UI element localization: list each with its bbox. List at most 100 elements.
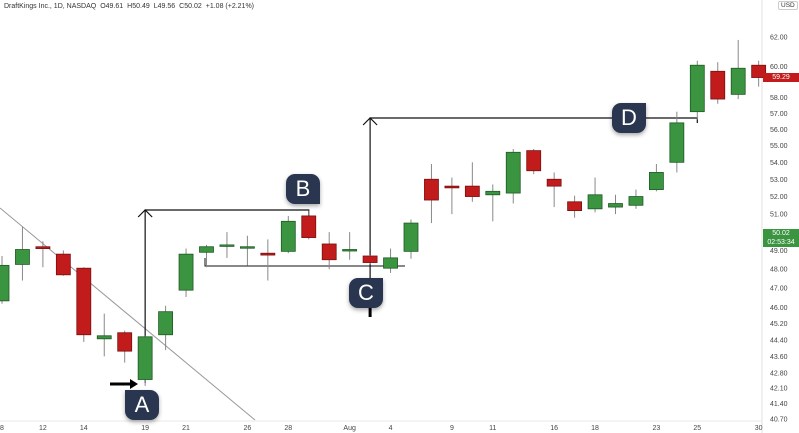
candle: [608, 194, 623, 215]
candle-body: [158, 311, 174, 336]
countdown: 02:53:34: [767, 239, 795, 246]
x-tick-label: 14: [80, 425, 88, 432]
arrowhead-icon: [362, 117, 378, 126]
candle-body: [567, 201, 582, 211]
candle-body: [424, 178, 439, 201]
candle: [301, 210, 317, 240]
annotations: [0, 117, 698, 421]
candle: [730, 39, 746, 100]
candle-body: [342, 249, 358, 252]
candle: [628, 189, 644, 209]
candle-body: [117, 332, 133, 352]
current-price: 50.02: [772, 230, 790, 237]
x-tick-label: 18: [591, 425, 599, 432]
y-tick-label: 57.00: [770, 111, 788, 118]
y-tick-label: 53.00: [770, 177, 788, 184]
chart-legend: DraftKings Inc., 1D, NASDAQ O49.61 H50.49 L…: [4, 3, 258, 10]
y-tick-label: 42.80: [770, 371, 788, 378]
high-value: H50.49: [127, 3, 150, 10]
candle: [219, 232, 235, 258]
support-line: [204, 258, 405, 267]
candle-body: [608, 203, 623, 208]
candle-body: [55, 253, 71, 276]
candle: [669, 111, 685, 173]
candle-body: [199, 246, 214, 253]
candle: [383, 248, 398, 273]
arrowhead-icon: [137, 209, 153, 218]
candle: [342, 232, 358, 260]
y-tick-label: 56.00: [770, 127, 788, 134]
x-tick-label: 8: [0, 425, 4, 432]
candle: [15, 226, 30, 281]
candle-body: [362, 255, 378, 263]
candle: [117, 330, 133, 363]
x-tick-label: 23: [653, 425, 661, 432]
candle-body: [35, 246, 51, 249]
candle-body: [628, 196, 644, 206]
candle: [35, 241, 51, 268]
candle: [649, 163, 664, 192]
x-tick-label: 26: [244, 425, 252, 432]
candle-body: [751, 64, 767, 78]
candle-body: [0, 264, 10, 302]
x-tick-label: 11: [489, 425, 496, 432]
candle-body: [649, 172, 664, 190]
candle-body: [669, 122, 685, 163]
candle: [505, 148, 521, 204]
candle-body: [260, 252, 276, 256]
x-tick-label: 25: [693, 425, 701, 432]
candle: [76, 267, 92, 342]
y-tick-label: 62.00: [770, 35, 788, 42]
candle-body: [15, 249, 30, 265]
annotation-label-c[interactable]: C: [349, 278, 383, 308]
candle-body: [689, 64, 705, 113]
candle: [55, 250, 71, 276]
x-tick-label: Aug: [343, 425, 356, 432]
candle-body: [464, 185, 480, 197]
y-tick-label: 47.00: [770, 286, 788, 293]
open-value: O49.61: [100, 3, 124, 10]
candle: [567, 195, 582, 218]
x-tick-label: 4: [389, 425, 393, 432]
y-tick-label: 45.20: [770, 321, 788, 328]
candle: [178, 248, 194, 297]
change-value: +1.08 (+2.21%): [205, 3, 255, 10]
candle: [751, 60, 767, 87]
x-tick-label: 12: [39, 425, 47, 432]
y-tick-label: 48.00: [770, 267, 788, 274]
candle: [444, 177, 460, 215]
candle-body: [178, 253, 194, 291]
candles: [0, 39, 767, 386]
currency-label[interactable]: USD: [778, 1, 798, 10]
candle-body: [96, 335, 112, 340]
x-tick-label: 21: [182, 425, 190, 432]
candle: [96, 313, 112, 357]
candle: [587, 177, 603, 213]
measure-line-c-d: [369, 117, 698, 316]
candle: [485, 184, 501, 222]
candle-body: [444, 185, 460, 189]
annotation-label-d[interactable]: D: [612, 103, 646, 133]
candle: [362, 255, 378, 265]
y-tick-label: 55.00: [770, 143, 788, 150]
candle-body: [710, 70, 726, 100]
annotation-label-a[interactable]: A: [125, 390, 159, 420]
close-value: C50.02: [179, 3, 202, 10]
candle-body: [280, 220, 296, 252]
symbol-label: DraftKings Inc., 1D, NASDAQ: [4, 3, 97, 10]
candle: [689, 60, 705, 120]
candle: [403, 219, 419, 259]
y-tick-label: 43.60: [770, 354, 788, 361]
candle-body: [321, 243, 337, 261]
candle-body: [301, 215, 317, 238]
candle-body: [239, 246, 255, 249]
candle: [321, 232, 337, 270]
candle: [239, 235, 255, 266]
x-tick-label: 28: [284, 425, 292, 432]
candle: [546, 172, 562, 208]
annotation-label-b[interactable]: B: [286, 174, 320, 204]
last-price-tag: 59.29: [763, 73, 799, 82]
x-tick-label: 16: [550, 425, 558, 432]
y-tick-label: 40.70: [770, 416, 788, 423]
